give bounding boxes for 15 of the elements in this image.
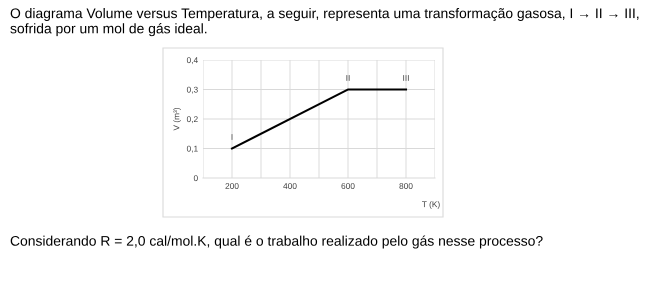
annotation: II: [346, 75, 350, 81]
x-tick-label: 800: [399, 183, 413, 189]
x-tick-label: 600: [341, 183, 355, 189]
chart-title: O diagrama Volume versus Temperatura, a seguir, representa uma transformação gasosa, I → II → III, sofrida por um mol de gás ideal.: [10, 8, 638, 36]
x-tick-label: 200: [225, 183, 239, 189]
annotation: III: [403, 75, 409, 81]
y-tick-label: 0,4: [186, 57, 198, 64]
x-axis-title: T (K): [422, 201, 440, 209]
y-tick-label: 0,2: [186, 116, 198, 124]
y-axis-title: V (m³): [173, 108, 181, 131]
text: Considerando R = 2,0 cal/mol.K, qual é o trabalho realizado pelo gás nesse processo?: [10, 235, 543, 249]
x-tick-label: 400: [283, 183, 297, 189]
y-tick-label: 0,3: [186, 86, 198, 94]
y-tick-label: 0,1: [186, 146, 198, 153]
y-tick-label: 0: [194, 175, 198, 182]
